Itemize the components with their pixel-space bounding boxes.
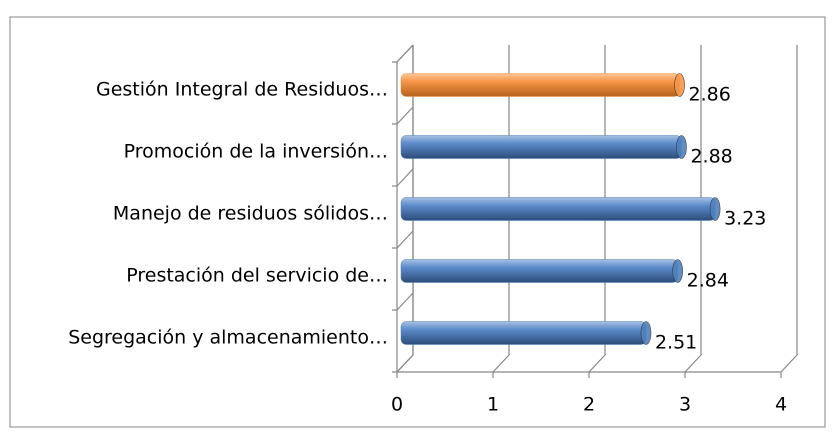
- x-tick-label: 0: [391, 394, 403, 416]
- grid-line: [780, 354, 798, 373]
- value-label: 2.86: [689, 84, 731, 106]
- y-tick-label: Gestión Integral de Residuos…: [96, 79, 388, 101]
- bar: [400, 135, 682, 159]
- x-tick-label: 3: [679, 394, 691, 416]
- grid-line: [588, 354, 606, 373]
- value-label: 2.88: [690, 146, 732, 168]
- y-tick-label: Segregación y almacenamiento…: [68, 327, 388, 349]
- y-tick-label: Promoción de la inversión…: [124, 141, 388, 163]
- bar-cap: [672, 259, 683, 283]
- wall-tick: [396, 230, 414, 249]
- wall-tick: [396, 292, 414, 311]
- bar: [400, 73, 680, 97]
- value-label: 2.51: [655, 332, 697, 354]
- y-tick-label: Manejo de residuos sólidos…: [113, 203, 388, 225]
- bar: [400, 197, 716, 221]
- bar-cap: [676, 135, 687, 159]
- y-tick-label: Prestación del servicio de…: [126, 265, 388, 287]
- wall-tick: [396, 44, 414, 63]
- bar-cap: [640, 321, 652, 345]
- x-tick-label: 4: [775, 394, 787, 416]
- grid-line: [396, 354, 414, 373]
- x-tick-label: 1: [487, 394, 499, 416]
- x-tick-label: 2: [583, 394, 595, 416]
- bar-cap: [674, 73, 685, 97]
- bar: [400, 259, 678, 283]
- grid-line: [684, 354, 702, 373]
- value-label: 3.23: [724, 208, 766, 230]
- grid-line: [492, 354, 510, 373]
- wall-tick: [396, 168, 414, 187]
- wall-tick: [396, 106, 414, 125]
- value-label: 2.84: [687, 270, 729, 292]
- bar: [400, 321, 647, 345]
- bar-cap: [709, 197, 721, 221]
